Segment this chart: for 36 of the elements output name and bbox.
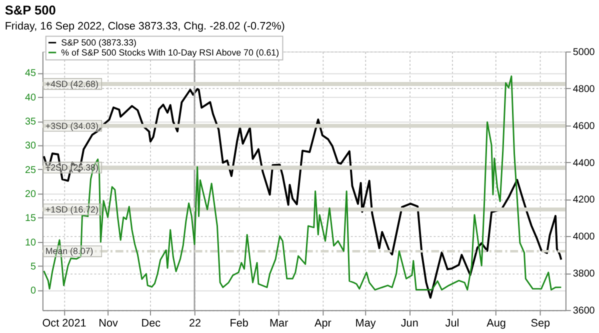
x-tick-label: Aug [486, 317, 506, 330]
y2-tick-label: 4800 [572, 84, 596, 95]
y-tick-label: 0 [30, 286, 37, 297]
x-tick-label: Jun [400, 317, 418, 330]
y-tick-label: 15 [25, 213, 37, 224]
ref-line-label: +3SD (34.03) [45, 120, 98, 131]
x-tick-label: May [355, 317, 376, 330]
y2-tick-label: 4600 [572, 120, 596, 132]
y2-tick-label: 4200 [572, 194, 596, 206]
y2-tick-label: 4400 [572, 158, 596, 169]
y-tick-label: 20 [25, 189, 37, 200]
x-tick-label: Dec [141, 317, 162, 330]
x-tick-label: Feb [230, 317, 248, 330]
y2-tick-label: 5000 [572, 46, 596, 58]
chart-title: S&P 500 [4, 2, 56, 18]
y2-tick-label: 4000 [572, 232, 596, 243]
y2-tick-label: 3600 [572, 306, 596, 317]
x-tick-label: Oct 2021 [42, 317, 86, 330]
y-tick-label: 10 [25, 237, 37, 248]
legend-label: % of S&P 500 Stocks With 10-Day RSI Above 70 (0.61) [61, 47, 280, 58]
y-tick-label: 40 [25, 92, 37, 104]
y-tick-label: 35 [25, 116, 37, 128]
x-tick-label: Apr [314, 317, 332, 330]
ref-line-label: +4SD (42.68) [45, 78, 98, 89]
x-tick-label: Nov [98, 317, 119, 330]
x-tick-label: Jul [445, 317, 460, 330]
y-tick-label: 30 [25, 140, 37, 152]
y-tick-label: 5 [30, 262, 37, 273]
y2-tick-label: 3800 [572, 268, 596, 280]
x-tick-label: Sep [530, 317, 550, 330]
x-tick-label: 22 [188, 317, 202, 330]
legend-label: S&P 500 (3873.33) [61, 38, 137, 48]
x-tick-label: Mar [270, 317, 289, 330]
chart-subtitle: Friday, 16 Sep 2022, Close 3873.33, Chg. -28.02 (-0.72%) [4, 20, 285, 32]
y-tick-label: 45 [25, 68, 37, 80]
y-tick-label: 25 [25, 164, 37, 176]
